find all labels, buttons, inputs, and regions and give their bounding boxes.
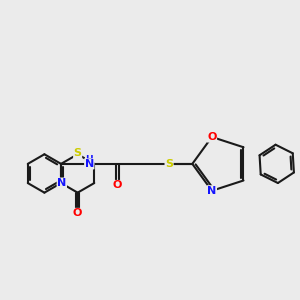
- Text: N: N: [207, 186, 217, 196]
- Text: N: N: [57, 178, 66, 188]
- Text: O: O: [207, 132, 217, 142]
- Text: H: H: [85, 155, 93, 164]
- Text: O: O: [73, 208, 82, 218]
- Text: O: O: [113, 181, 122, 190]
- Text: N: N: [85, 159, 94, 169]
- Text: S: S: [74, 148, 82, 158]
- Text: S: S: [165, 159, 173, 169]
